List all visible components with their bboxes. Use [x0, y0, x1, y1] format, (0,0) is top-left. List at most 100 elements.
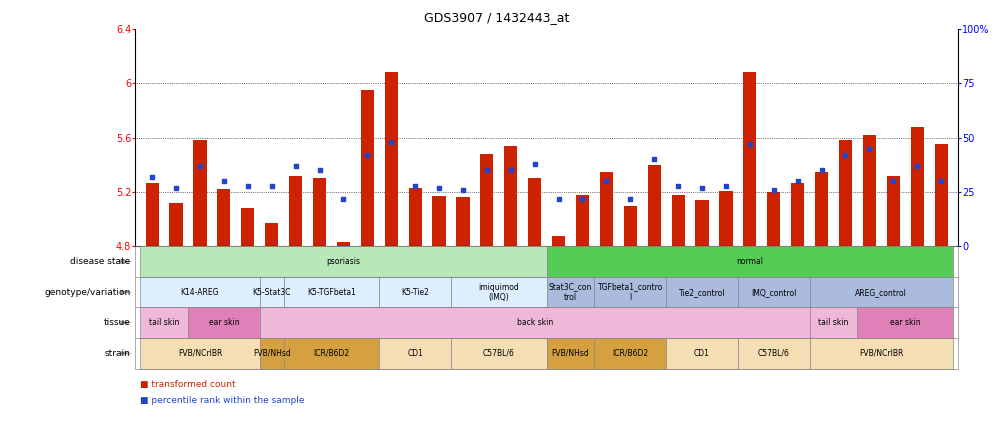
Point	[645, 156, 661, 163]
Point	[550, 195, 566, 202]
Point	[383, 139, 399, 146]
Text: ICR/B6D2: ICR/B6D2	[611, 349, 647, 358]
Point	[502, 166, 518, 174]
Bar	[575, 195, 588, 246]
Bar	[361, 90, 374, 246]
Bar	[265, 223, 278, 246]
Bar	[815, 172, 828, 246]
Point	[191, 163, 207, 170]
Polygon shape	[120, 290, 132, 294]
Point	[288, 163, 304, 170]
Text: ear skin: ear skin	[208, 318, 238, 327]
Text: ear skin: ear skin	[889, 318, 920, 327]
Text: CD1: CD1	[407, 349, 423, 358]
Point	[144, 173, 160, 180]
Text: C57BL/6: C57BL/6	[482, 349, 514, 358]
Text: AREG_control: AREG_control	[855, 288, 907, 297]
Bar	[169, 203, 182, 246]
Point	[908, 163, 924, 170]
Point	[861, 145, 877, 152]
Point	[312, 166, 328, 174]
Text: tail skin: tail skin	[148, 318, 179, 327]
Bar	[671, 195, 684, 246]
Bar	[647, 165, 660, 246]
Point	[455, 186, 471, 194]
Text: Tie2_control: Tie2_control	[678, 288, 724, 297]
Point	[885, 178, 901, 185]
Text: psoriasis: psoriasis	[326, 257, 360, 266]
Bar	[551, 235, 564, 246]
Text: imiquimod
(IMQ): imiquimod (IMQ)	[478, 282, 519, 302]
Bar	[934, 144, 947, 246]
Text: strain: strain	[104, 349, 130, 358]
Bar	[767, 192, 780, 246]
Point	[741, 141, 758, 148]
Text: back skin: back skin	[516, 318, 552, 327]
Polygon shape	[120, 260, 132, 264]
Bar	[217, 189, 230, 246]
Text: GDS3907 / 1432443_at: GDS3907 / 1432443_at	[424, 11, 568, 24]
Point	[431, 184, 447, 191]
Point	[168, 184, 184, 191]
Bar	[456, 198, 469, 246]
Bar	[742, 72, 756, 246]
Point	[478, 166, 494, 174]
Text: C57BL/6: C57BL/6	[758, 349, 789, 358]
Bar	[289, 176, 302, 246]
Text: normal: normal	[735, 257, 763, 266]
Bar	[432, 196, 445, 246]
Text: CD1: CD1	[693, 349, 709, 358]
Text: disease state: disease state	[70, 257, 130, 266]
Point	[598, 178, 614, 185]
Bar	[313, 178, 326, 246]
Point	[765, 186, 781, 194]
Bar	[408, 188, 421, 246]
Bar	[240, 208, 255, 246]
Bar	[193, 140, 206, 246]
Text: tail skin: tail skin	[818, 318, 848, 327]
Bar	[862, 135, 875, 246]
Point	[526, 160, 542, 167]
Bar	[337, 242, 350, 246]
Text: K14-AREG: K14-AREG	[180, 288, 219, 297]
Text: FVB/NHsd: FVB/NHsd	[253, 349, 291, 358]
Bar	[599, 172, 612, 246]
Bar	[694, 200, 707, 246]
Text: TGFbeta1_contro
l: TGFbeta1_contro l	[597, 282, 662, 302]
Text: ■ transformed count: ■ transformed count	[140, 380, 235, 388]
Point	[693, 184, 709, 191]
Bar	[791, 182, 804, 246]
Bar	[838, 140, 852, 246]
Text: FVB/NCrIBR: FVB/NCrIBR	[177, 349, 221, 358]
Text: genotype/variation: genotype/variation	[44, 288, 130, 297]
Bar	[528, 178, 541, 246]
Point	[669, 182, 685, 189]
Point	[239, 182, 256, 189]
Point	[621, 195, 637, 202]
Point	[335, 195, 351, 202]
Text: IMQ_control: IMQ_control	[750, 288, 796, 297]
Bar	[385, 72, 398, 246]
Point	[932, 178, 948, 185]
Bar	[145, 182, 158, 246]
Text: K5-TGFbeta1: K5-TGFbeta1	[307, 288, 356, 297]
Text: K5-Stat3C: K5-Stat3C	[253, 288, 291, 297]
Bar	[886, 176, 899, 246]
Polygon shape	[120, 351, 132, 355]
Point	[407, 182, 423, 189]
Text: FVB/NCrIBR: FVB/NCrIBR	[859, 349, 903, 358]
Point	[717, 182, 733, 189]
Bar	[480, 154, 493, 246]
Polygon shape	[120, 321, 132, 325]
Point	[359, 151, 375, 159]
Point	[837, 151, 853, 159]
Text: FVB/NHsd: FVB/NHsd	[551, 349, 589, 358]
Point	[813, 166, 829, 174]
Text: Stat3C_con
trol: Stat3C_con trol	[548, 282, 591, 302]
Bar	[504, 146, 517, 246]
Point	[574, 195, 590, 202]
Bar	[623, 206, 636, 246]
Text: ICR/B6D2: ICR/B6D2	[313, 349, 349, 358]
Point	[789, 178, 805, 185]
Text: ■ percentile rank within the sample: ■ percentile rank within the sample	[140, 396, 305, 405]
